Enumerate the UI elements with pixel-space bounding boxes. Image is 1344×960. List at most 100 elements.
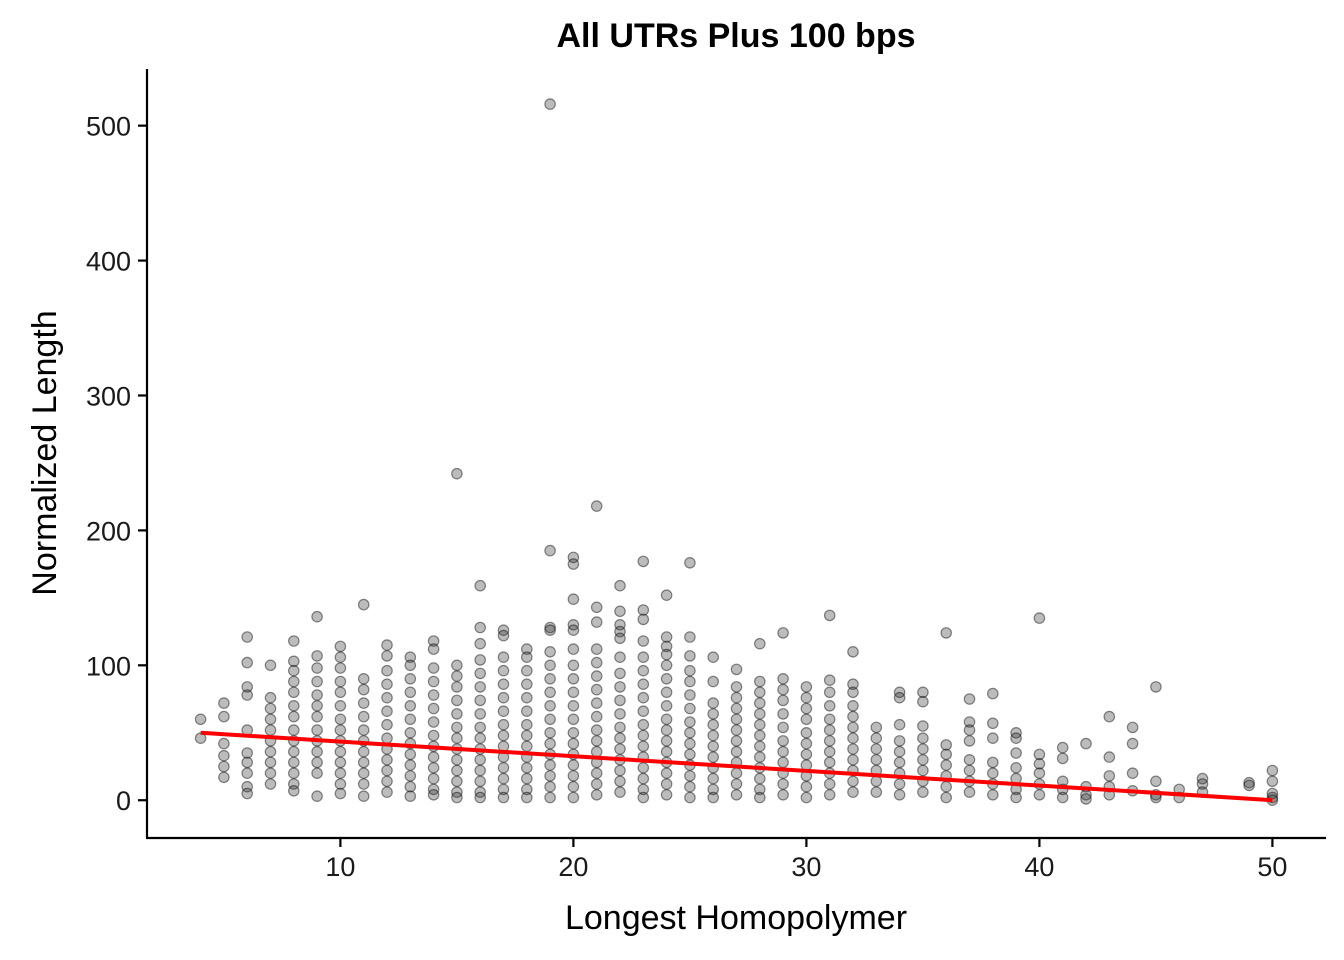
data-point bbox=[474, 654, 486, 666]
data-point bbox=[777, 683, 789, 696]
data-point bbox=[684, 689, 696, 701]
data-point bbox=[1126, 721, 1139, 734]
data-point bbox=[381, 732, 393, 744]
data-point bbox=[311, 675, 323, 688]
data-point bbox=[707, 740, 719, 753]
data-point bbox=[287, 767, 300, 779]
data-point bbox=[590, 735, 603, 747]
data-point bbox=[427, 689, 440, 701]
data-point bbox=[777, 708, 789, 720]
data-point bbox=[497, 629, 510, 642]
data-point bbox=[614, 618, 626, 631]
data-point bbox=[753, 637, 766, 650]
data-point bbox=[287, 699, 300, 712]
data-point bbox=[334, 756, 347, 769]
data-point bbox=[567, 737, 580, 750]
data-point bbox=[497, 718, 510, 731]
data-point bbox=[684, 675, 696, 688]
data-point bbox=[637, 604, 650, 616]
data-point bbox=[241, 756, 253, 769]
data-point bbox=[357, 724, 370, 736]
data-point bbox=[614, 667, 626, 680]
data-point bbox=[614, 651, 626, 663]
data-point bbox=[567, 770, 580, 782]
data-point bbox=[707, 651, 719, 663]
data-point bbox=[474, 579, 486, 592]
data-point bbox=[544, 770, 556, 782]
data-point bbox=[1056, 752, 1069, 765]
data-point bbox=[940, 791, 952, 804]
data-point bbox=[614, 775, 626, 788]
data-point bbox=[520, 740, 533, 753]
data-point bbox=[497, 761, 510, 774]
data-point bbox=[637, 729, 650, 742]
data-point bbox=[963, 693, 976, 705]
data-point bbox=[777, 745, 789, 758]
data-point bbox=[1103, 770, 1116, 782]
data-point bbox=[567, 672, 580, 685]
data-point bbox=[684, 791, 696, 804]
data-point bbox=[893, 686, 906, 699]
data-point bbox=[497, 791, 510, 804]
data-point bbox=[520, 761, 533, 774]
data-point bbox=[520, 643, 533, 655]
data-point bbox=[311, 610, 323, 623]
data-point bbox=[567, 759, 580, 771]
data-point bbox=[847, 732, 859, 744]
data-point bbox=[1010, 791, 1022, 804]
data-point bbox=[381, 775, 393, 788]
data-point bbox=[1033, 612, 1046, 624]
data-point bbox=[753, 783, 766, 796]
data-point bbox=[940, 780, 952, 793]
data-point bbox=[311, 790, 323, 802]
data-point bbox=[544, 699, 556, 712]
data-point bbox=[1196, 778, 1209, 790]
data-point bbox=[381, 691, 393, 704]
data-point bbox=[660, 724, 673, 736]
data-point bbox=[497, 651, 510, 663]
data-point bbox=[544, 645, 556, 658]
data-point bbox=[590, 745, 603, 758]
data-point bbox=[474, 681, 486, 693]
data-point bbox=[614, 708, 626, 720]
data-point bbox=[451, 670, 463, 682]
data-point bbox=[893, 691, 906, 704]
data-point bbox=[474, 721, 486, 734]
data-point bbox=[963, 724, 976, 736]
data-point bbox=[590, 683, 603, 696]
data-point bbox=[917, 764, 929, 777]
data-point bbox=[311, 756, 323, 769]
data-point bbox=[404, 713, 417, 726]
data-point bbox=[753, 686, 766, 699]
y-tick-label: 300 bbox=[86, 381, 131, 411]
data-point bbox=[567, 726, 580, 739]
data-point bbox=[800, 691, 813, 704]
data-point bbox=[287, 675, 300, 688]
data-point bbox=[427, 643, 440, 655]
data-point bbox=[800, 791, 813, 804]
data-point bbox=[287, 778, 300, 790]
data-point bbox=[451, 708, 463, 720]
data-point bbox=[311, 650, 323, 662]
data-point bbox=[567, 780, 580, 793]
data-point bbox=[870, 732, 883, 744]
data-point bbox=[917, 732, 929, 744]
data-point bbox=[404, 790, 417, 802]
data-point bbox=[287, 784, 300, 797]
data-point bbox=[660, 778, 673, 790]
data-point bbox=[847, 786, 859, 798]
data-point bbox=[753, 729, 766, 742]
data-point bbox=[684, 726, 696, 739]
data-point bbox=[1266, 775, 1279, 788]
data-point bbox=[893, 788, 906, 801]
data-point bbox=[823, 756, 836, 769]
data-point bbox=[357, 767, 370, 779]
data-point bbox=[497, 678, 510, 690]
data-point bbox=[753, 675, 766, 688]
data-point bbox=[544, 713, 556, 726]
data-point bbox=[264, 724, 277, 736]
data-point bbox=[684, 556, 696, 569]
data-point bbox=[1150, 681, 1162, 693]
y-tick-label: 400 bbox=[86, 247, 131, 277]
